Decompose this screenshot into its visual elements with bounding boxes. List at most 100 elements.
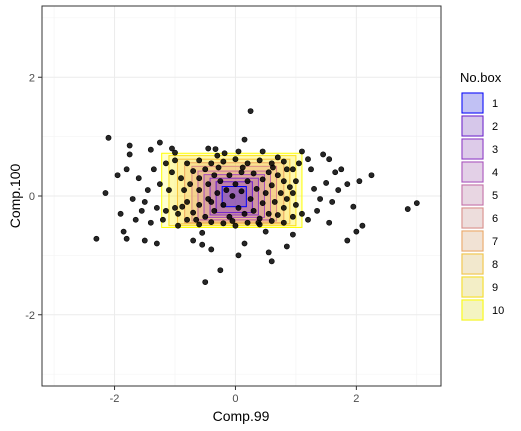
legend-keys: 1 2 3 4 5 6 7 8 9 10 [461,92,504,321]
data-point [235,204,242,211]
data-point [268,182,275,189]
data-point [226,213,233,220]
data-point [178,175,184,182]
data-point [93,235,100,242]
data-point [268,258,275,265]
data-point [138,207,145,214]
data-point [274,154,281,161]
data-point [283,166,290,173]
y-axis-title: Comp.100 [7,163,23,228]
data-point [368,172,375,179]
data-point [270,164,276,171]
data-point [283,196,290,202]
grid-major [42,6,441,386]
legend-key-7 [461,230,484,252]
data-point [141,237,148,244]
data-point [163,160,169,167]
data-point [126,151,133,158]
data-point [205,145,212,152]
data-point [289,166,296,173]
legend-key-5 [461,184,484,206]
legend-key-bg [461,276,484,298]
data-point [238,188,245,195]
data-point [241,240,248,247]
data-point [123,166,130,173]
data-point [129,196,136,202]
legend-key-bg [461,92,484,114]
data-point [344,181,351,188]
data-point [356,178,363,185]
legend-key-bg [461,138,484,160]
data-point [156,139,163,146]
data-point [199,241,206,248]
data-point [169,145,175,152]
legend-label-6: 6 [492,213,498,225]
data-point [190,209,197,216]
legend-key-bg [461,299,484,321]
legend-key-bg [461,207,484,229]
data-point [205,181,212,188]
data-point [147,219,154,226]
data-point [196,221,203,228]
data-point [326,156,333,163]
data-point [220,158,227,165]
data-point [199,229,206,236]
data-point [160,216,166,223]
data-point [102,190,109,196]
data-point [196,157,203,164]
data-point [326,219,333,226]
data-point [172,204,178,211]
data-point [247,196,254,202]
data-point [114,172,121,179]
data-point [289,213,296,220]
legend-key-6 [461,207,484,229]
legend-label-2: 2 [492,121,498,133]
data-point [259,200,266,207]
data-point [280,204,287,211]
legend-key-bg [461,253,484,275]
data-point [293,178,299,185]
data-point [153,204,160,211]
data-point [289,190,296,196]
x-axis-ticks: -2 0 2 [110,386,359,405]
data-point [196,175,203,182]
data-point [211,207,218,214]
data-point [208,199,215,205]
data-point [184,160,190,167]
data-point [156,181,163,188]
data-point [344,237,351,244]
legend: No.box 1 2 3 4 5 6 7 8 9 10 [460,70,504,321]
legend-key-9 [461,276,484,298]
data-point [265,169,272,176]
x-tick-label: 2 [353,393,359,405]
data-point [332,169,339,176]
data-point [404,206,411,212]
data-point [144,187,151,193]
data-point [220,202,227,208]
data-point [235,252,242,259]
data-point [202,166,209,173]
legend-label-9: 9 [492,282,498,294]
data-point [196,187,203,193]
data-point [215,164,222,171]
data-point [126,142,133,149]
legend-key-8 [461,253,484,275]
x-axis-title: Comp.99 [213,408,270,424]
data-point [289,231,296,238]
data-point [221,150,228,157]
data-point [184,216,190,223]
data-point [172,157,178,164]
legend-key-3 [461,138,484,160]
data-point [256,157,263,164]
data-point [299,148,305,155]
data-point [212,146,219,152]
y-tick-label: -2 [25,310,35,322]
data-point [208,219,215,226]
data-point [286,184,293,190]
data-point [187,181,194,188]
data-point [314,207,320,214]
data-point [317,196,323,202]
legend-title: No.box [460,70,502,85]
data-point [238,169,245,176]
data-point [277,190,284,196]
